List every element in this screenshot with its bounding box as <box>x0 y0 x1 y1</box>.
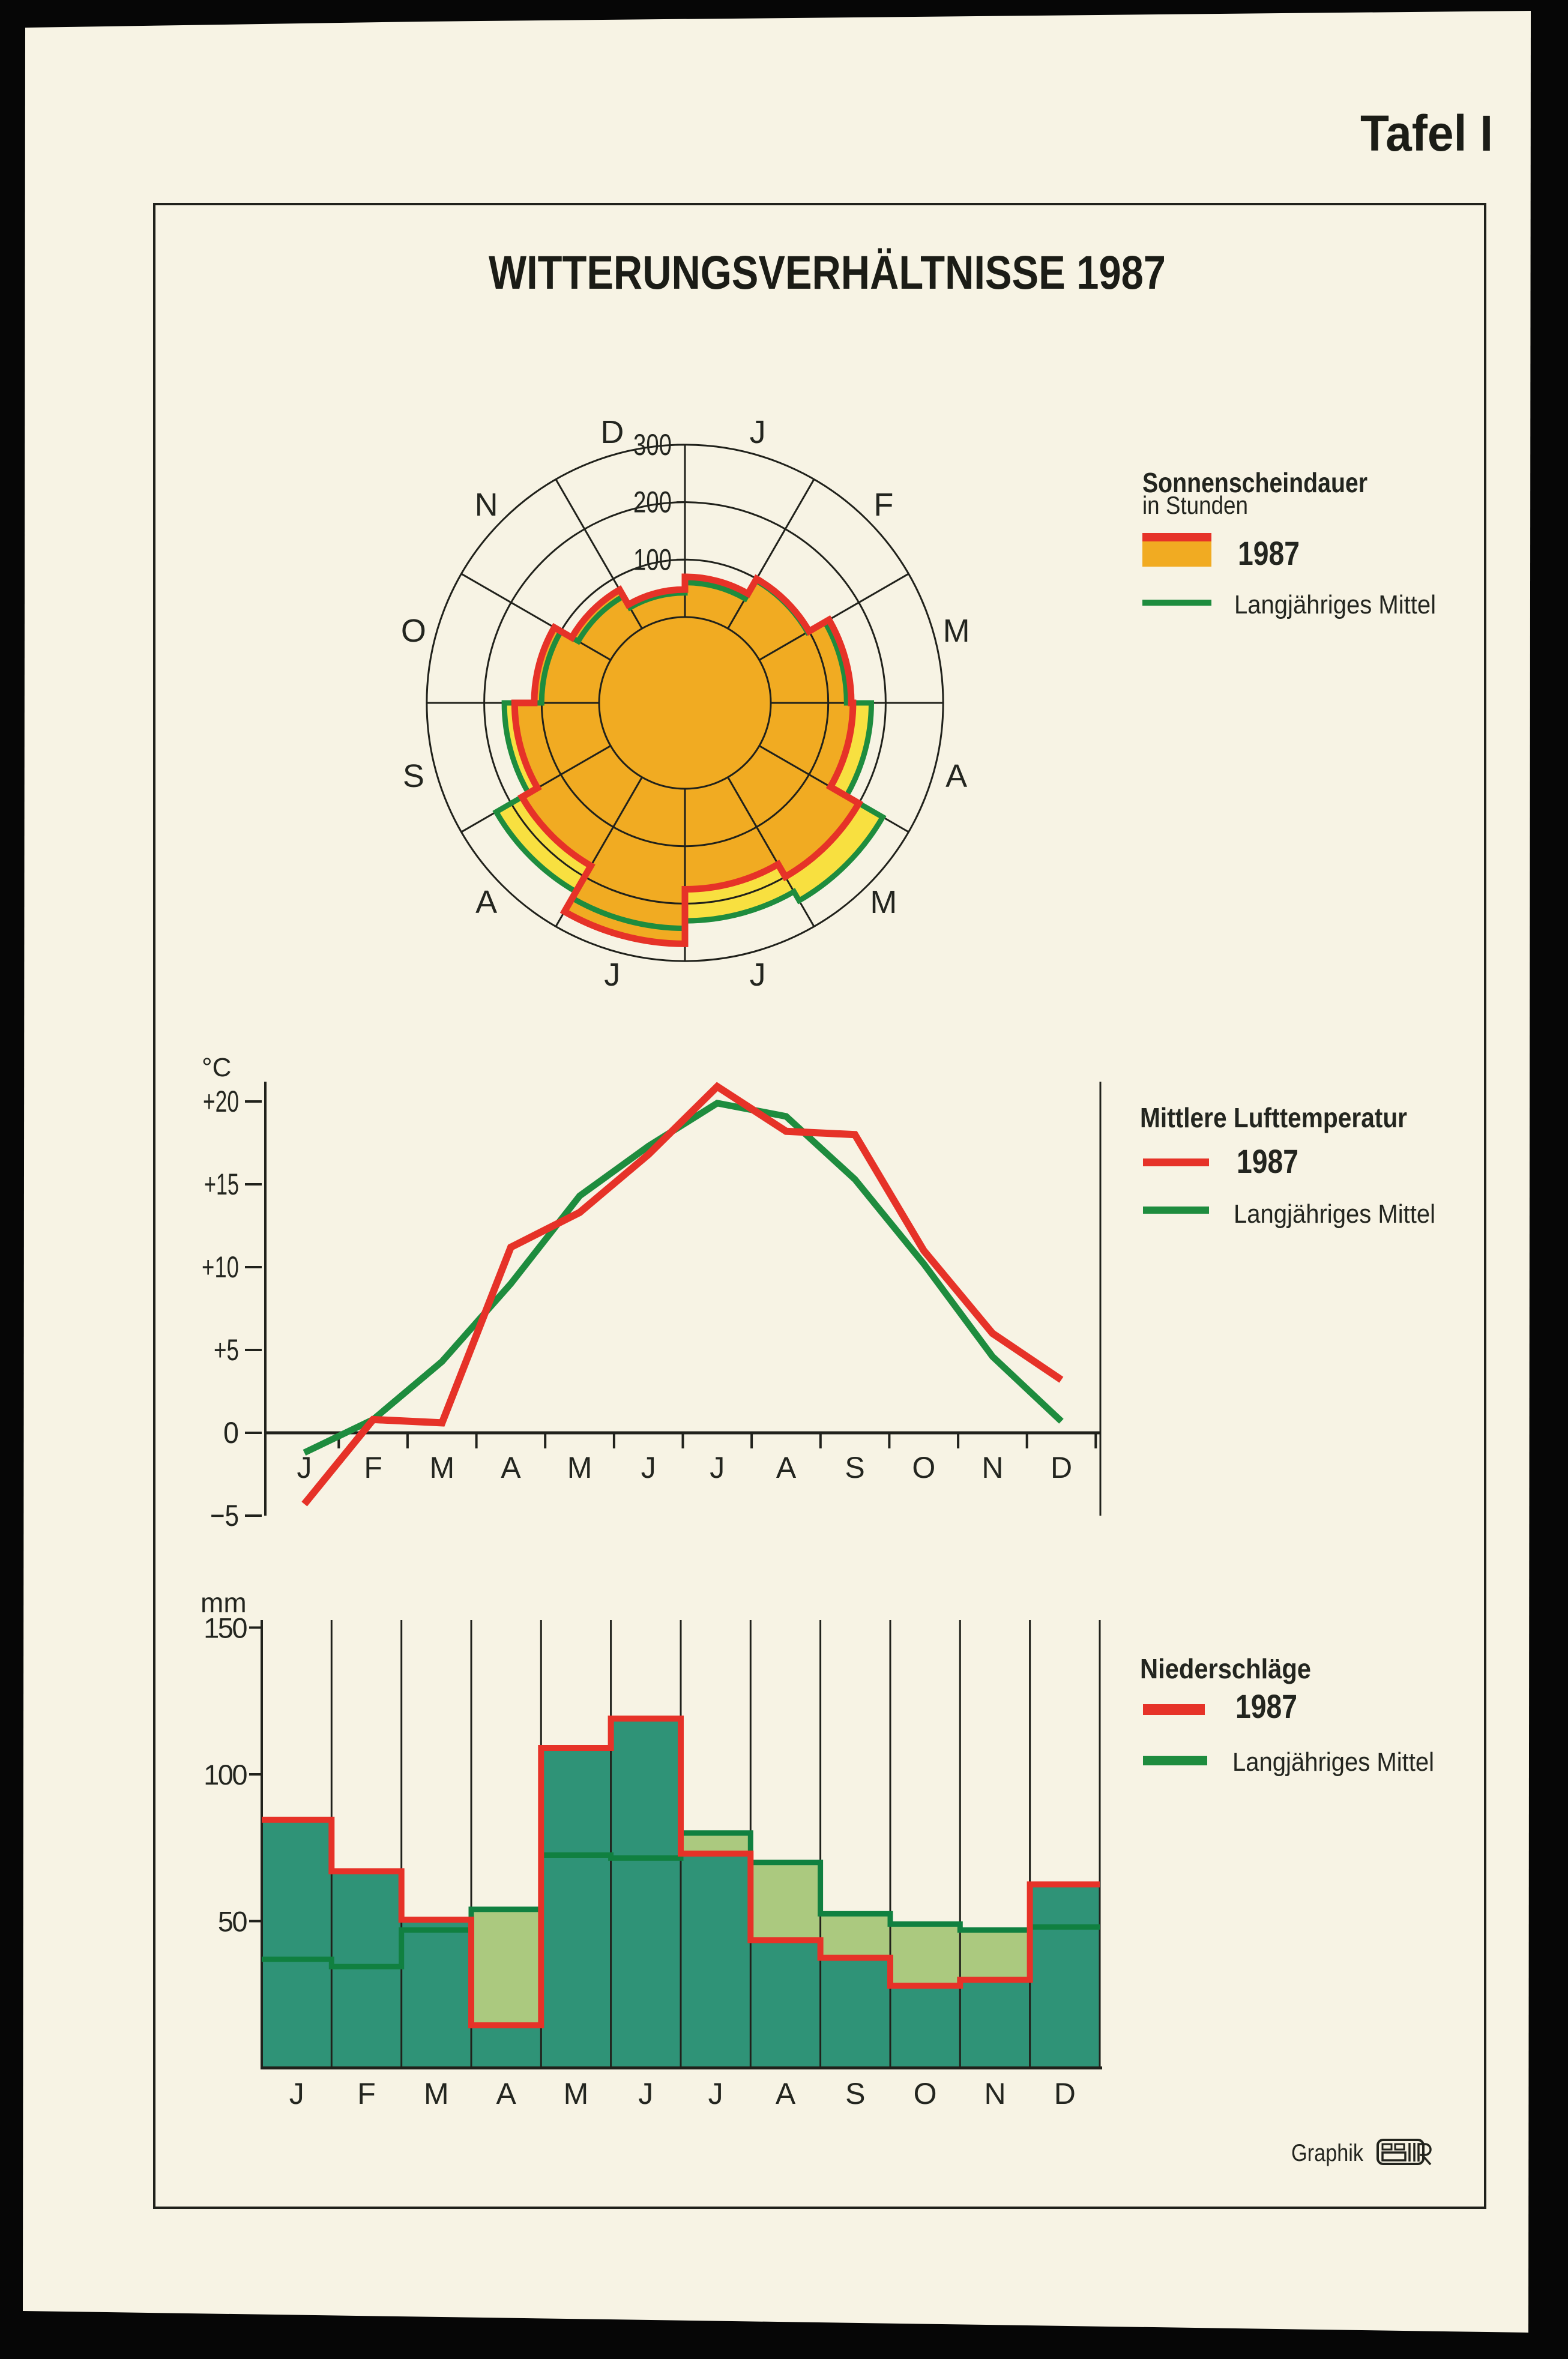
svg-text:N: N <box>475 487 498 523</box>
svg-text:N: N <box>984 2077 1006 2110</box>
svg-text:S: S <box>845 1451 864 1484</box>
svg-text:J: J <box>710 1451 725 1484</box>
svg-text:+5: +5 <box>214 1333 239 1367</box>
svg-text:300: 300 <box>633 428 672 462</box>
svg-text:Langjähriges Mittel: Langjähriges Mittel <box>1232 1747 1434 1777</box>
svg-text:mm: mm <box>201 1587 247 1618</box>
svg-text:J: J <box>604 957 620 993</box>
svg-text:Langjähriges Mittel: Langjähriges Mittel <box>1234 1199 1435 1229</box>
svg-text:D: D <box>1054 2077 1076 2110</box>
svg-text:0: 0 <box>223 1416 239 1450</box>
svg-text:1987: 1987 <box>1237 1142 1298 1180</box>
svg-text:A: A <box>776 2077 796 2110</box>
svg-text:J: J <box>750 957 766 993</box>
svg-text:F: F <box>357 2077 376 2110</box>
svg-text:+10: +10 <box>202 1250 239 1284</box>
svg-text:F: F <box>873 487 893 523</box>
svg-text:50: 50 <box>218 1906 247 1938</box>
svg-text:J: J <box>708 2077 723 2110</box>
svg-text:D: D <box>1051 1451 1072 1484</box>
svg-text:O: O <box>401 613 426 649</box>
svg-text:J: J <box>750 414 766 450</box>
svg-text:100: 100 <box>633 543 672 576</box>
svg-text:A: A <box>496 2077 517 2110</box>
svg-text:Graphik: Graphik <box>1291 2140 1364 2166</box>
svg-text:in Stunden: in Stunden <box>1142 491 1248 519</box>
svg-text:Langjähriges Mittel: Langjähriges Mittel <box>1234 590 1436 619</box>
svg-text:150: 150 <box>204 1612 247 1644</box>
svg-text:WITTERUNGSVERHÄLTNISSE 1987: WITTERUNGSVERHÄLTNISSE 1987 <box>489 246 1166 299</box>
svg-text:J: J <box>289 2077 304 2110</box>
svg-text:+15: +15 <box>204 1167 239 1201</box>
svg-text:O: O <box>914 2077 937 2110</box>
svg-text:M: M <box>943 613 970 649</box>
svg-text:200: 200 <box>633 486 672 519</box>
svg-text:M: M <box>424 2077 449 2110</box>
svg-text:N: N <box>982 1451 1003 1484</box>
svg-text:M: M <box>567 1451 593 1484</box>
svg-text:−5: −5 <box>210 1499 239 1532</box>
svg-text:M: M <box>564 2077 589 2110</box>
svg-text:J: J <box>297 1451 312 1484</box>
svg-text:Sonnenscheindauer: Sonnenscheindauer <box>1142 467 1367 498</box>
svg-text:100: 100 <box>204 1759 247 1791</box>
svg-text:A: A <box>945 758 967 794</box>
svg-text:D: D <box>600 414 624 450</box>
svg-text:S: S <box>403 758 424 794</box>
svg-text:1987: 1987 <box>1238 534 1300 572</box>
svg-text:1987: 1987 <box>1235 1687 1297 1725</box>
svg-text:Mittlere Lufttemperatur: Mittlere Lufttemperatur <box>1140 1102 1407 1133</box>
svg-text:J: J <box>638 2077 653 2110</box>
svg-text:M: M <box>429 1451 454 1484</box>
svg-text:Tafel I: Tafel I <box>1360 105 1493 161</box>
svg-text:A: A <box>475 884 497 920</box>
svg-text:S: S <box>845 2077 865 2110</box>
svg-text:A: A <box>776 1451 797 1484</box>
svg-text:J: J <box>641 1451 656 1484</box>
svg-text:+20: +20 <box>203 1085 239 1118</box>
svg-text:O: O <box>912 1451 935 1484</box>
svg-text:A: A <box>501 1451 521 1484</box>
svg-text:F: F <box>364 1451 382 1484</box>
svg-text:M: M <box>870 884 897 920</box>
svg-text:Niederschläge: Niederschläge <box>1140 1653 1311 1684</box>
svg-text:°C: °C <box>202 1053 231 1082</box>
